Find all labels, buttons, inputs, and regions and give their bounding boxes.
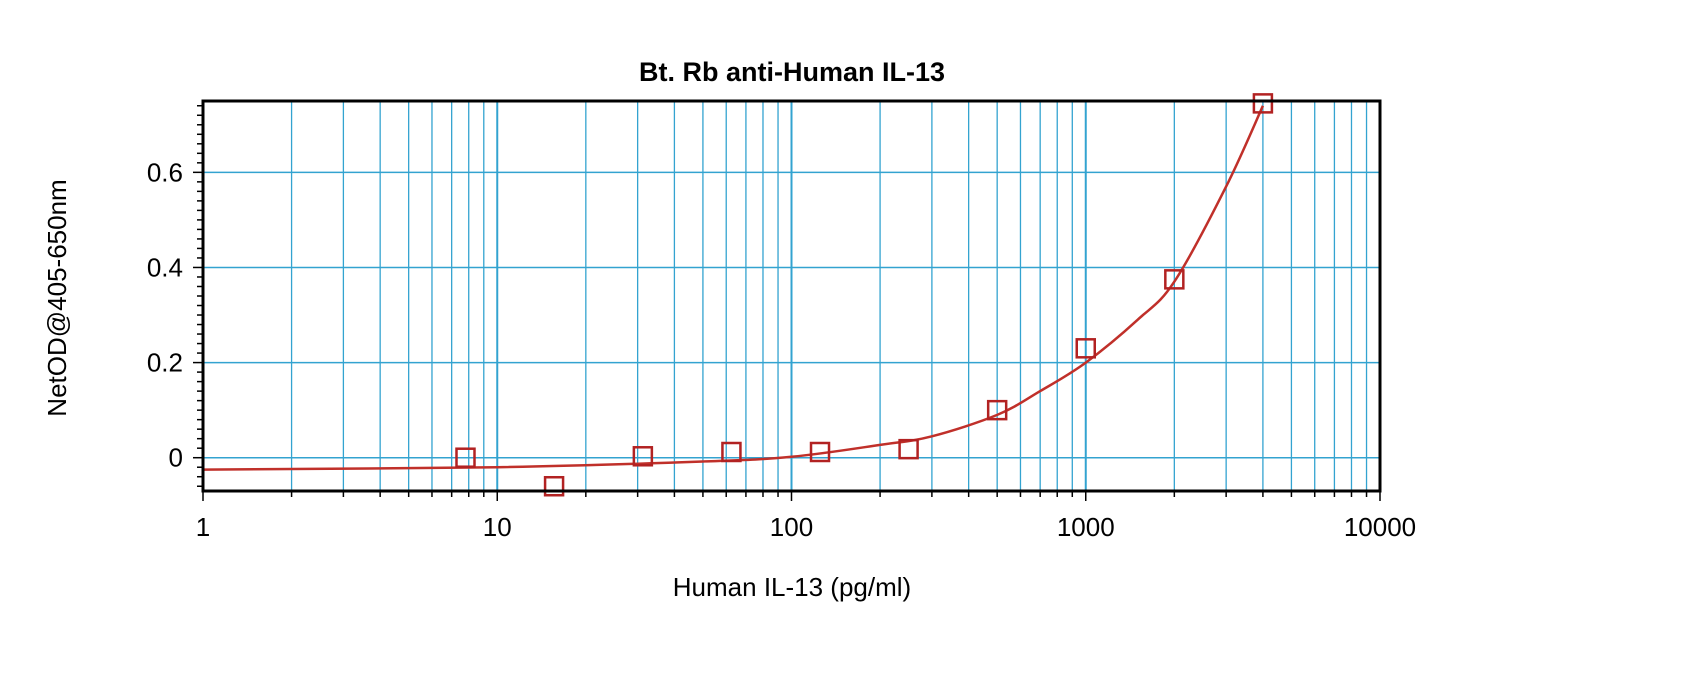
data-point-marker	[1164, 269, 1185, 290]
y-tick-label: 0.4	[147, 252, 183, 282]
data-point-marker	[632, 446, 654, 467]
data-point-marker	[809, 441, 831, 463]
x-tick-label: 10000	[1344, 512, 1416, 542]
data-point-marker	[1252, 93, 1274, 114]
chart-title: Bt. Rb anti-Human IL-13	[639, 57, 945, 87]
plot-frame	[201, 99, 1382, 493]
data-point-marker	[1075, 338, 1096, 359]
data-point-marker	[721, 441, 742, 463]
grid	[203, 101, 1380, 491]
fit-curve	[202, 105, 1265, 471]
x-tick-label: 10	[483, 512, 512, 542]
data-points	[455, 93, 1274, 497]
data-point-marker	[898, 438, 919, 460]
y-tick-label: 0	[169, 443, 183, 473]
y-tick-label: 0.2	[147, 348, 183, 378]
y-tick-labels: 0 0.2 0.4 0.6	[147, 157, 183, 472]
data-point-marker	[543, 475, 565, 497]
x-tick-label: 1000	[1057, 512, 1115, 542]
fit-curve-layer	[202, 105, 1265, 471]
y-tick-label: 0.6	[147, 157, 183, 187]
x-axis-label: Human IL-13 (pg/ml)	[673, 572, 911, 602]
minor-ticks	[193, 105, 1381, 501]
y-axis-label: NetOD@405-650nm	[42, 179, 72, 416]
data-point-marker	[455, 447, 476, 468]
x-tick-label: 100	[770, 512, 813, 542]
data-point-marker	[986, 399, 1008, 421]
x-tick-label: 1	[196, 512, 210, 542]
x-tick-labels: 1 10 100 1000 10000	[196, 512, 1416, 542]
